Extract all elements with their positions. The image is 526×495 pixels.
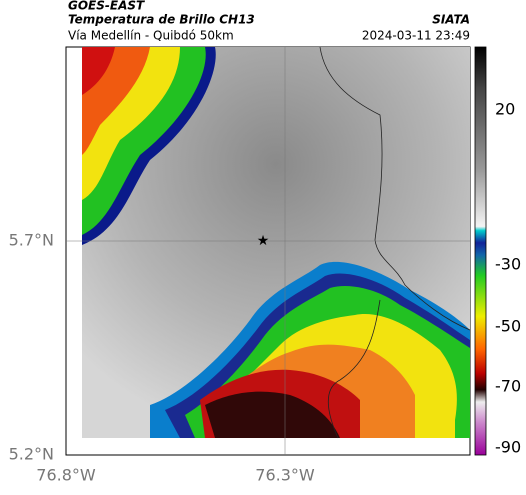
colorbar: 20 -30 -50 -70 -90 xyxy=(474,46,521,457)
timestamp: 2024-03-11 23:49 xyxy=(362,29,470,43)
header: GOES-EAST Temperatura de Brillo CH13 Vía… xyxy=(68,0,470,43)
city-marker: ★ xyxy=(257,233,270,249)
colorbar-tick: -50 xyxy=(495,317,521,336)
border xyxy=(327,299,381,439)
lat-label: 5.2°N xyxy=(9,445,54,464)
source: GOES-EAST xyxy=(68,0,145,13)
title: Temperatura de Brillo CH13 xyxy=(68,13,255,27)
colorbar-tick: -70 xyxy=(495,377,521,396)
lon-label: 76.3°W xyxy=(255,466,315,485)
lat-label: 5.7°N xyxy=(9,231,54,250)
subtitle: Vía Medellín - Quibdó 50km xyxy=(68,29,234,43)
border xyxy=(319,46,471,331)
cloud-ring xyxy=(82,47,115,95)
lon-label: 76.8°W xyxy=(36,466,96,485)
colorbar-tick: 20 xyxy=(495,100,515,119)
colorbar-tick: -90 xyxy=(495,438,521,457)
cloud-ring xyxy=(205,391,340,438)
credit: SIATA xyxy=(432,13,470,27)
colorbar-scale xyxy=(474,46,487,456)
map: ★ 5.7°N 5.2°N 76.8°W 76.3°W xyxy=(9,46,471,485)
colorbar-tick: -30 xyxy=(495,255,521,274)
